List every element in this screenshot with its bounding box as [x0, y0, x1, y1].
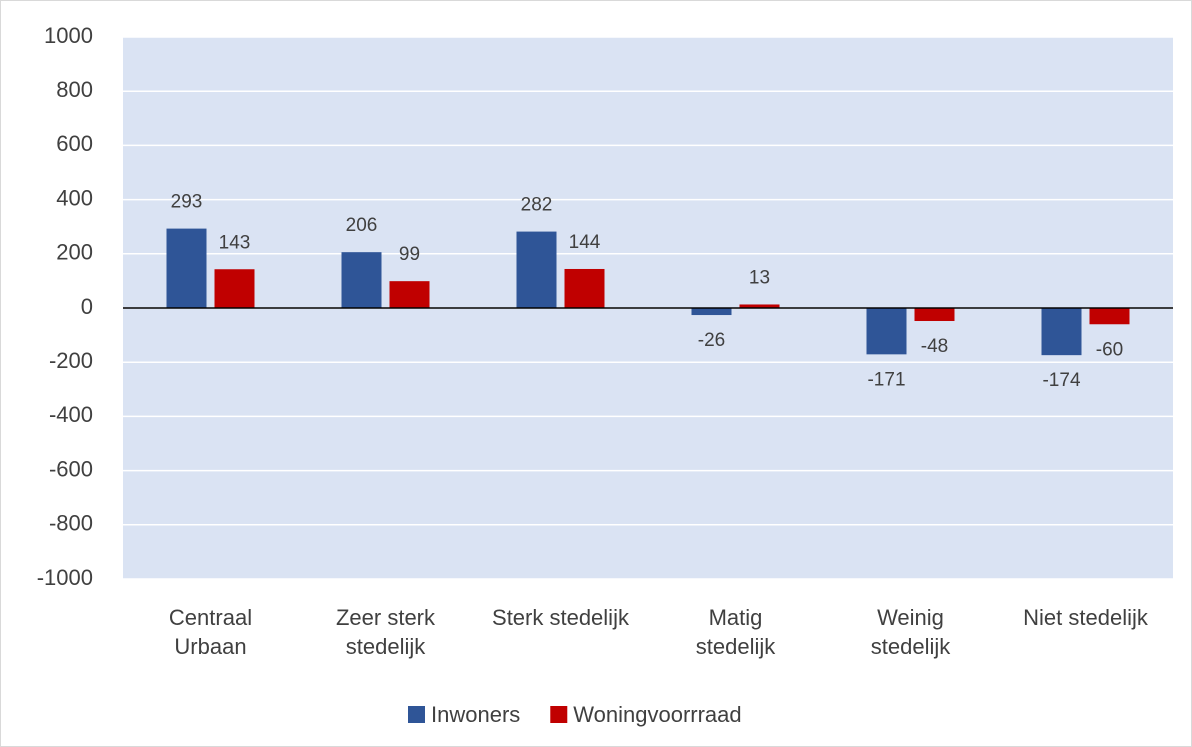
data-label: -26 — [698, 330, 725, 351]
bar — [691, 308, 732, 316]
y-tick-label: 1000 — [44, 23, 93, 48]
bar — [1041, 308, 1082, 356]
data-label: 282 — [521, 195, 553, 216]
data-label: -171 — [867, 369, 905, 390]
legend-label: Inwoners — [431, 702, 520, 727]
y-tick-label: 400 — [56, 185, 93, 210]
data-label: -174 — [1042, 370, 1080, 391]
data-label: -60 — [1096, 339, 1123, 360]
data-label: -48 — [921, 336, 948, 357]
x-tick-label: Centraal Urbaan — [168, 605, 253, 659]
x-tick-label: Zeer sterk stedelijk — [335, 605, 436, 659]
x-tick-label: Weinig stedelijk — [870, 605, 951, 659]
bar — [341, 252, 382, 308]
bar — [739, 304, 780, 308]
y-tick-label: -1000 — [37, 565, 93, 590]
data-label: 206 — [346, 215, 378, 236]
y-tick-label: 600 — [56, 131, 93, 156]
y-tick-label: 200 — [56, 240, 93, 265]
bar — [214, 269, 255, 308]
x-tick-label: Sterk stedelijk — [492, 605, 629, 630]
y-tick-label: 800 — [56, 77, 93, 102]
legend-swatch — [550, 706, 568, 723]
y-tick-label: -400 — [49, 402, 93, 427]
legend-label: Woningvoorrraad — [573, 702, 741, 727]
data-label: 144 — [569, 232, 601, 253]
data-label: 13 — [749, 267, 770, 288]
bar — [516, 231, 557, 308]
bar — [914, 308, 955, 322]
bar — [166, 228, 207, 308]
y-tick-label: -800 — [49, 511, 93, 536]
data-label: 293 — [171, 192, 203, 213]
y-tick-label: -600 — [49, 456, 93, 481]
bar — [866, 308, 907, 355]
bar — [1089, 308, 1130, 325]
data-label: 143 — [219, 232, 251, 253]
bar — [389, 281, 430, 308]
y-tick-label: 0 — [81, 294, 93, 319]
x-tick-label: Matig stedelijk — [695, 605, 776, 659]
bar — [564, 268, 605, 308]
x-tick-label: Niet stedelijk — [1023, 605, 1148, 630]
legend-swatch — [408, 706, 425, 723]
data-label: 99 — [399, 244, 420, 265]
y-tick-label: -200 — [49, 348, 93, 373]
